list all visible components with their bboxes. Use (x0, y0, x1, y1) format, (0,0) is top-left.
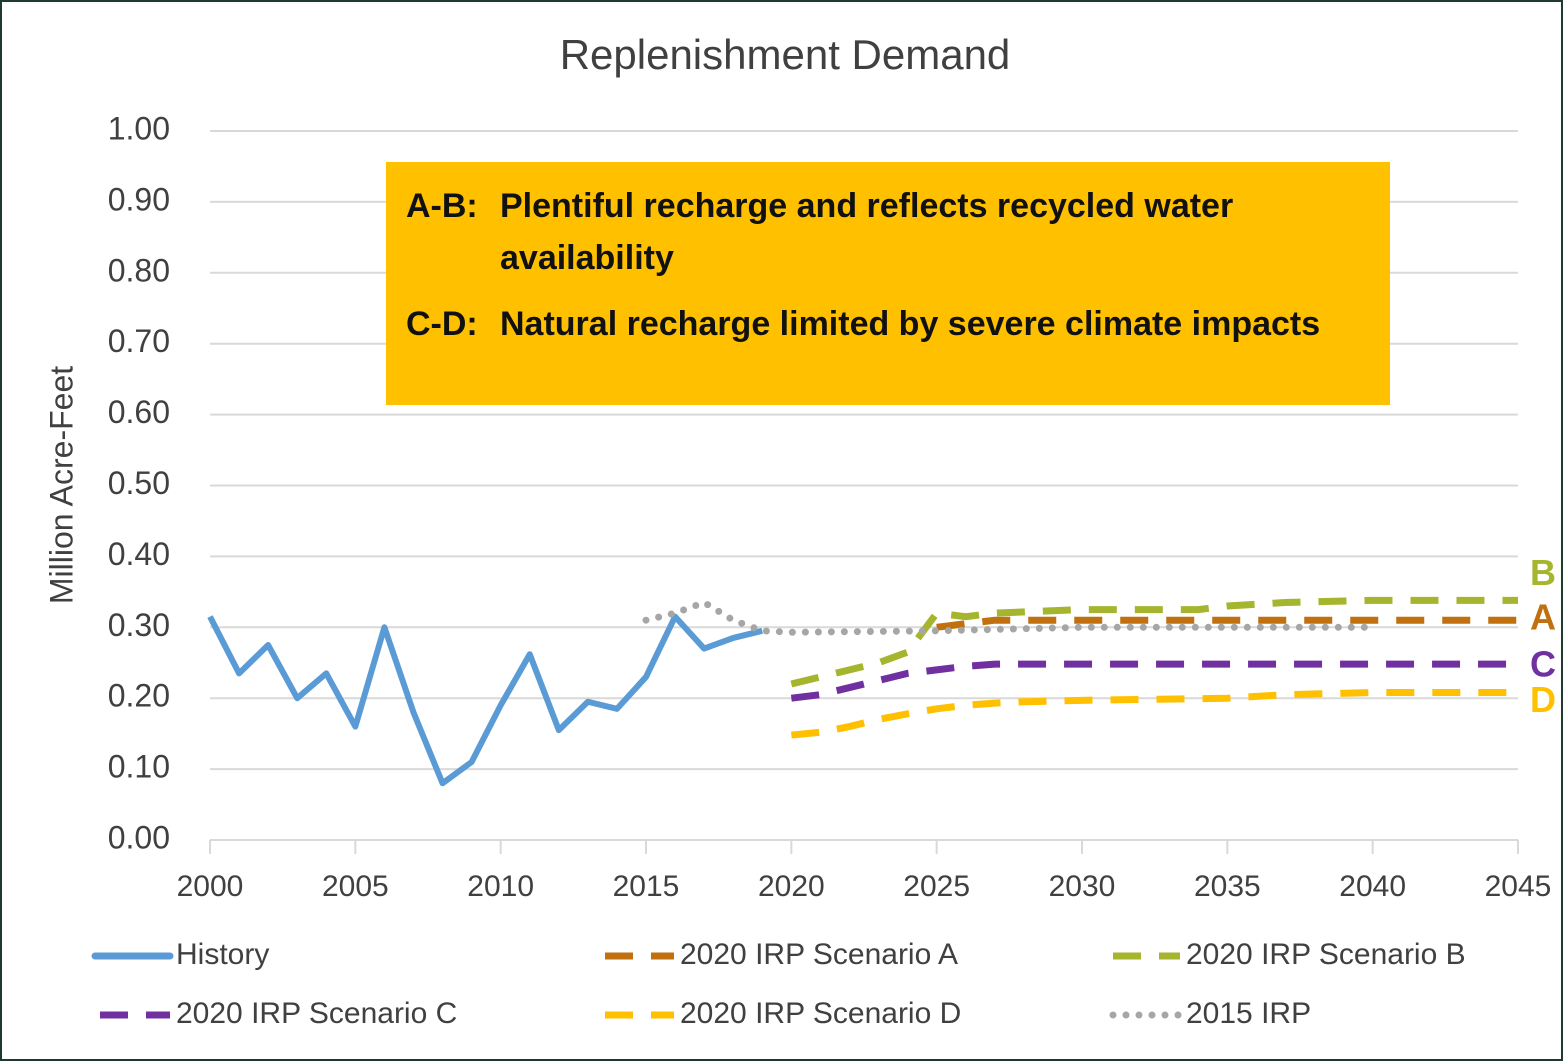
series-line (642, 598, 1377, 636)
series-line (790, 596, 1518, 688)
y-axis-label: Million Acre-Feet (43, 366, 79, 604)
legend-label: 2015 IRP (1186, 997, 1311, 1030)
x-tick-label: 2000 (177, 870, 244, 903)
annotation-item: C-D: Natural recharge limited by severe c… (406, 298, 1370, 350)
x-tick-label: 2025 (903, 870, 970, 903)
x-tick-label: 2015 (613, 870, 680, 903)
x-tick-label: 2020 (758, 870, 825, 903)
y-tick-label: 0.60 (108, 394, 170, 430)
y-tick-label: 0.20 (108, 678, 170, 714)
series-line (790, 689, 1518, 739)
y-tick-label: 0.40 (108, 536, 170, 572)
y-tick-label: 0.50 (108, 465, 170, 501)
end-label: C (1530, 644, 1556, 685)
annotation-text: Natural recharge limited by severe clima… (500, 305, 1321, 343)
series-line (936, 616, 1518, 631)
x-tick-label: 2040 (1339, 870, 1406, 903)
x-tick-label: 2045 (1485, 870, 1552, 903)
annotation-item: A-B: Plentiful recharge and reflects recy… (406, 180, 1370, 284)
chart-title: Replenishment Demand (560, 31, 1011, 78)
x-tick-label: 2005 (322, 870, 389, 903)
annotation-label: A-B: (406, 187, 478, 225)
legend-label: 2020 IRP Scenario C (176, 997, 457, 1030)
annotation-box: A-B: Plentiful recharge and reflects recy… (386, 162, 1390, 405)
y-tick-label: 0.30 (108, 607, 170, 643)
y-tick-label: 0.90 (108, 181, 170, 217)
legend-label: History (176, 938, 269, 971)
annotation-text: Plentiful recharge and reflects recycled… (500, 187, 1234, 277)
annotation-label: C-D: (406, 305, 478, 343)
x-tick-label: 2010 (467, 870, 534, 903)
end-label: A (1530, 597, 1556, 638)
end-label: B (1530, 552, 1556, 593)
y-tick-label: 0.80 (108, 252, 170, 288)
end-label: D (1530, 679, 1556, 720)
y-tick-label: 0.00 (108, 819, 170, 855)
y-tick-label: 0.70 (108, 323, 170, 359)
legend-label: 2020 IRP Scenario B (1186, 938, 1466, 971)
legend-label: 2020 IRP Scenario A (680, 938, 958, 971)
legend-label: 2020 IRP Scenario D (680, 997, 961, 1030)
y-tick-label: 0.10 (108, 749, 170, 785)
x-tick-label: 2030 (1049, 870, 1116, 903)
y-tick-label: 1.00 (108, 110, 170, 146)
x-tick-label: 2035 (1194, 870, 1261, 903)
series-line (790, 660, 1518, 702)
series-line (207, 613, 763, 787)
